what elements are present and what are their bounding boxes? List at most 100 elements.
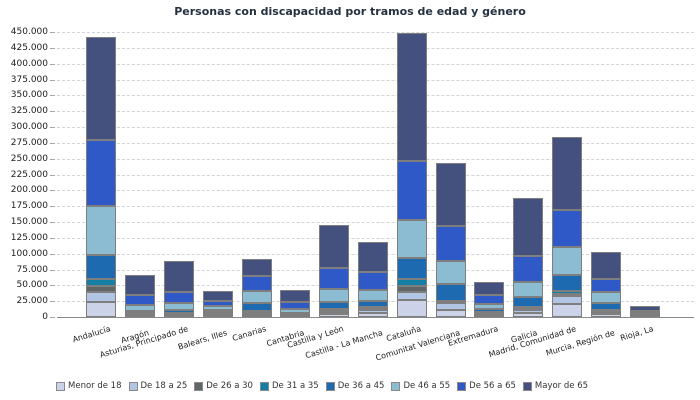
bar-segment: [513, 307, 544, 309]
gridline: [57, 127, 694, 128]
bar-segment: [319, 225, 350, 268]
bar-segment: [125, 313, 156, 315]
bar-segment: [241, 315, 272, 317]
bar-segment: [125, 305, 156, 311]
chart-title: Personas con discapacidad por tramos de …: [174, 5, 526, 18]
y-axis-tick: [50, 32, 55, 33]
y-axis-tick: [50, 206, 55, 208]
gridline: [57, 79, 694, 81]
bar-segment: [280, 290, 311, 302]
y-axis-tick: [50, 142, 55, 144]
bar-segment: [396, 161, 427, 220]
bar-segment: [590, 279, 621, 292]
y-axis-tick: [50, 174, 55, 176]
gridline: [57, 174, 694, 176]
y-axis-tick-label: 50.000: [16, 280, 49, 291]
bar-segment: [358, 313, 388, 317]
bar-segment: [164, 292, 194, 303]
bar-segment: [552, 296, 582, 304]
x-axis-label: Rioja, La: [619, 324, 655, 343]
bar-segment: [358, 272, 388, 290]
gridline: [57, 142, 694, 144]
y-axis-tick-label: 75.000: [16, 264, 49, 275]
legend-swatch-icon: [56, 381, 65, 391]
bar-segment: [319, 289, 350, 302]
bar-segment: [241, 311, 272, 313]
bar-segment: [86, 206, 117, 255]
y-axis-tick-label: 375.000: [10, 74, 48, 85]
legend-swatch-icon: [128, 381, 138, 391]
bar-segment: [396, 300, 427, 317]
y-axis-tick: [50, 222, 55, 223]
gridline: [57, 95, 694, 97]
legend-label: De 56 a 65: [469, 381, 516, 391]
y-axis-tick: [50, 190, 55, 192]
bar-segment: [319, 311, 350, 313]
bar-segment: [474, 304, 505, 309]
y-axis-tick: [50, 269, 55, 271]
bar-segment: [86, 286, 117, 292]
y-axis-tick-label: 400.000: [10, 58, 48, 69]
gridline: [57, 47, 694, 49]
gridline: [57, 32, 694, 33]
bar-segment: [202, 291, 233, 301]
bar-segment: [474, 309, 505, 312]
bar-segment: [86, 279, 117, 286]
y-axis-tick-label: 300.000: [10, 122, 48, 132]
y-axis-tick-label: 450.000: [10, 27, 48, 37]
bar-segment: [629, 306, 660, 311]
bar-segment: [280, 302, 311, 309]
bar-segment: [552, 210, 582, 247]
bar-segment: [164, 313, 194, 315]
legend-item: De 56 a 65: [457, 381, 516, 391]
bar-segment: [164, 261, 194, 292]
legend-label: De 31 a 35: [271, 381, 319, 391]
y-axis-tick: [50, 95, 55, 97]
y-axis-tick: [50, 317, 55, 318]
legend-item: Menor de 18: [56, 381, 122, 391]
bar-segment: [319, 268, 350, 289]
bar-segment: [474, 295, 505, 304]
y-axis-tick: [50, 253, 55, 255]
bar-segment: [241, 276, 272, 291]
x-axis-label: Canarias: [230, 324, 267, 344]
bar-segment: [435, 261, 466, 284]
bar-segment: [552, 247, 582, 275]
bar-segment: [435, 310, 466, 317]
gridline: [57, 206, 694, 208]
bar-segment: [590, 292, 621, 303]
y-axis-tick-label: 425.000: [10, 42, 48, 53]
bar-segment: [396, 258, 427, 279]
bar-segment: [241, 303, 272, 311]
legend-label: Mayor de 65: [534, 381, 589, 391]
bar-segment: [241, 291, 272, 303]
bar-segment: [474, 312, 505, 314]
bar-segment: [164, 310, 194, 313]
bar-segment: [435, 284, 466, 301]
bar-segment: [86, 140, 117, 206]
bar-segment: [552, 294, 582, 296]
y-axis-tick-label: 200.000: [10, 185, 48, 196]
bar-segment: [435, 303, 466, 310]
bar-segment: [629, 311, 660, 313]
bar-segment: [319, 309, 350, 311]
y-axis-tick-label: 250.000: [10, 153, 48, 164]
bar-segment: [164, 303, 194, 310]
bar-segment: [202, 310, 233, 312]
bar-segment: [590, 303, 621, 310]
legend-swatch-icon: [194, 381, 204, 391]
gridline: [57, 222, 694, 223]
bar-segment: [202, 315, 233, 317]
legend-item: De 31 a 35: [259, 381, 319, 391]
gridline: [57, 237, 694, 239]
x-axis-label: Andalucía: [71, 324, 112, 345]
bar-segment: [396, 286, 427, 292]
legend-label: De 46 a 55: [403, 381, 451, 391]
y-axis-tick-label: 225.000: [10, 169, 48, 180]
bar-segment: [125, 295, 156, 305]
y-axis-tick: [50, 63, 55, 65]
bar-segment: [86, 255, 117, 279]
bar-segment: [358, 309, 388, 311]
legend-swatch-icon: [522, 381, 532, 391]
bar-segment: [474, 282, 505, 295]
